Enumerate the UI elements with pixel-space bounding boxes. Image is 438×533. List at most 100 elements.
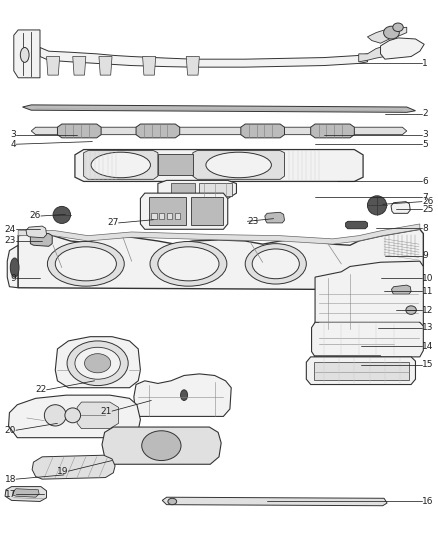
Text: 13: 13 bbox=[422, 323, 434, 332]
Ellipse shape bbox=[150, 241, 227, 286]
Polygon shape bbox=[158, 180, 237, 198]
Bar bbox=[175, 213, 180, 219]
Ellipse shape bbox=[55, 247, 117, 281]
Polygon shape bbox=[77, 402, 119, 429]
Text: 27: 27 bbox=[107, 219, 119, 228]
Bar bbox=[314, 362, 410, 380]
Polygon shape bbox=[99, 56, 112, 75]
Text: 15: 15 bbox=[422, 360, 434, 369]
Polygon shape bbox=[136, 124, 180, 138]
Ellipse shape bbox=[142, 431, 181, 461]
Polygon shape bbox=[14, 30, 40, 78]
Polygon shape bbox=[381, 38, 424, 59]
Text: 6: 6 bbox=[422, 177, 428, 186]
Ellipse shape bbox=[75, 348, 120, 379]
Text: 8: 8 bbox=[422, 224, 428, 233]
Polygon shape bbox=[311, 124, 354, 138]
Polygon shape bbox=[306, 357, 416, 384]
Polygon shape bbox=[9, 395, 141, 438]
Polygon shape bbox=[31, 127, 407, 135]
Bar bbox=[159, 213, 164, 219]
Text: 7: 7 bbox=[422, 193, 428, 202]
Polygon shape bbox=[57, 124, 101, 138]
Polygon shape bbox=[315, 261, 424, 330]
Text: 22: 22 bbox=[35, 385, 46, 394]
Polygon shape bbox=[46, 56, 60, 75]
Ellipse shape bbox=[11, 258, 19, 277]
Text: 16: 16 bbox=[422, 497, 434, 506]
Bar bbox=[191, 197, 223, 225]
Bar bbox=[151, 213, 156, 219]
Text: 4: 4 bbox=[11, 140, 16, 149]
Polygon shape bbox=[392, 285, 411, 294]
Text: 3: 3 bbox=[10, 130, 16, 139]
Bar bbox=[167, 213, 172, 219]
Polygon shape bbox=[73, 56, 86, 75]
Polygon shape bbox=[18, 229, 424, 290]
Text: 24: 24 bbox=[5, 225, 16, 234]
Ellipse shape bbox=[245, 244, 306, 284]
Polygon shape bbox=[75, 150, 363, 181]
Bar bbox=[171, 182, 195, 196]
Text: 5: 5 bbox=[422, 140, 428, 149]
Text: 25: 25 bbox=[422, 205, 433, 214]
Ellipse shape bbox=[206, 152, 272, 177]
Text: 2: 2 bbox=[422, 109, 427, 118]
Text: 14: 14 bbox=[422, 342, 433, 351]
Ellipse shape bbox=[20, 47, 29, 62]
Text: 20: 20 bbox=[5, 426, 16, 435]
Polygon shape bbox=[26, 226, 46, 238]
Polygon shape bbox=[141, 193, 228, 229]
Text: 17: 17 bbox=[4, 489, 16, 498]
Text: 23: 23 bbox=[247, 217, 259, 226]
Ellipse shape bbox=[252, 249, 299, 279]
Ellipse shape bbox=[85, 354, 111, 373]
Text: 9: 9 bbox=[422, 252, 428, 260]
Polygon shape bbox=[359, 46, 398, 62]
Ellipse shape bbox=[44, 405, 66, 426]
Polygon shape bbox=[241, 124, 285, 138]
Ellipse shape bbox=[67, 341, 128, 385]
Ellipse shape bbox=[393, 23, 403, 31]
Ellipse shape bbox=[168, 498, 177, 505]
Ellipse shape bbox=[91, 152, 150, 177]
Bar bbox=[199, 182, 232, 196]
Polygon shape bbox=[313, 356, 383, 362]
Polygon shape bbox=[186, 56, 199, 75]
Polygon shape bbox=[265, 212, 285, 223]
Polygon shape bbox=[7, 245, 18, 288]
Text: 21: 21 bbox=[101, 407, 112, 416]
Polygon shape bbox=[193, 151, 285, 179]
Polygon shape bbox=[102, 427, 221, 464]
Polygon shape bbox=[158, 154, 193, 175]
Polygon shape bbox=[391, 201, 410, 213]
Text: 3: 3 bbox=[422, 130, 428, 139]
Text: 1: 1 bbox=[422, 59, 428, 68]
Polygon shape bbox=[383, 230, 420, 261]
Ellipse shape bbox=[180, 390, 187, 400]
Text: 10: 10 bbox=[422, 273, 434, 282]
Text: 18: 18 bbox=[4, 475, 16, 483]
Text: 26: 26 bbox=[29, 212, 41, 221]
Ellipse shape bbox=[47, 241, 124, 286]
Ellipse shape bbox=[158, 247, 219, 281]
Ellipse shape bbox=[384, 26, 399, 39]
Polygon shape bbox=[32, 455, 115, 479]
Text: 23: 23 bbox=[5, 237, 16, 246]
Polygon shape bbox=[84, 151, 158, 179]
Ellipse shape bbox=[367, 196, 387, 215]
Text: 26: 26 bbox=[422, 197, 433, 206]
Ellipse shape bbox=[406, 306, 417, 314]
Polygon shape bbox=[13, 489, 39, 497]
Polygon shape bbox=[143, 56, 155, 75]
Text: 12: 12 bbox=[422, 305, 433, 314]
Polygon shape bbox=[30, 233, 52, 246]
Text: 9: 9 bbox=[10, 273, 16, 282]
Polygon shape bbox=[134, 374, 231, 416]
Polygon shape bbox=[5, 487, 46, 502]
Polygon shape bbox=[55, 337, 141, 387]
Ellipse shape bbox=[53, 206, 71, 223]
Text: 19: 19 bbox=[57, 467, 68, 475]
Text: 11: 11 bbox=[422, 287, 434, 296]
Ellipse shape bbox=[65, 408, 81, 423]
